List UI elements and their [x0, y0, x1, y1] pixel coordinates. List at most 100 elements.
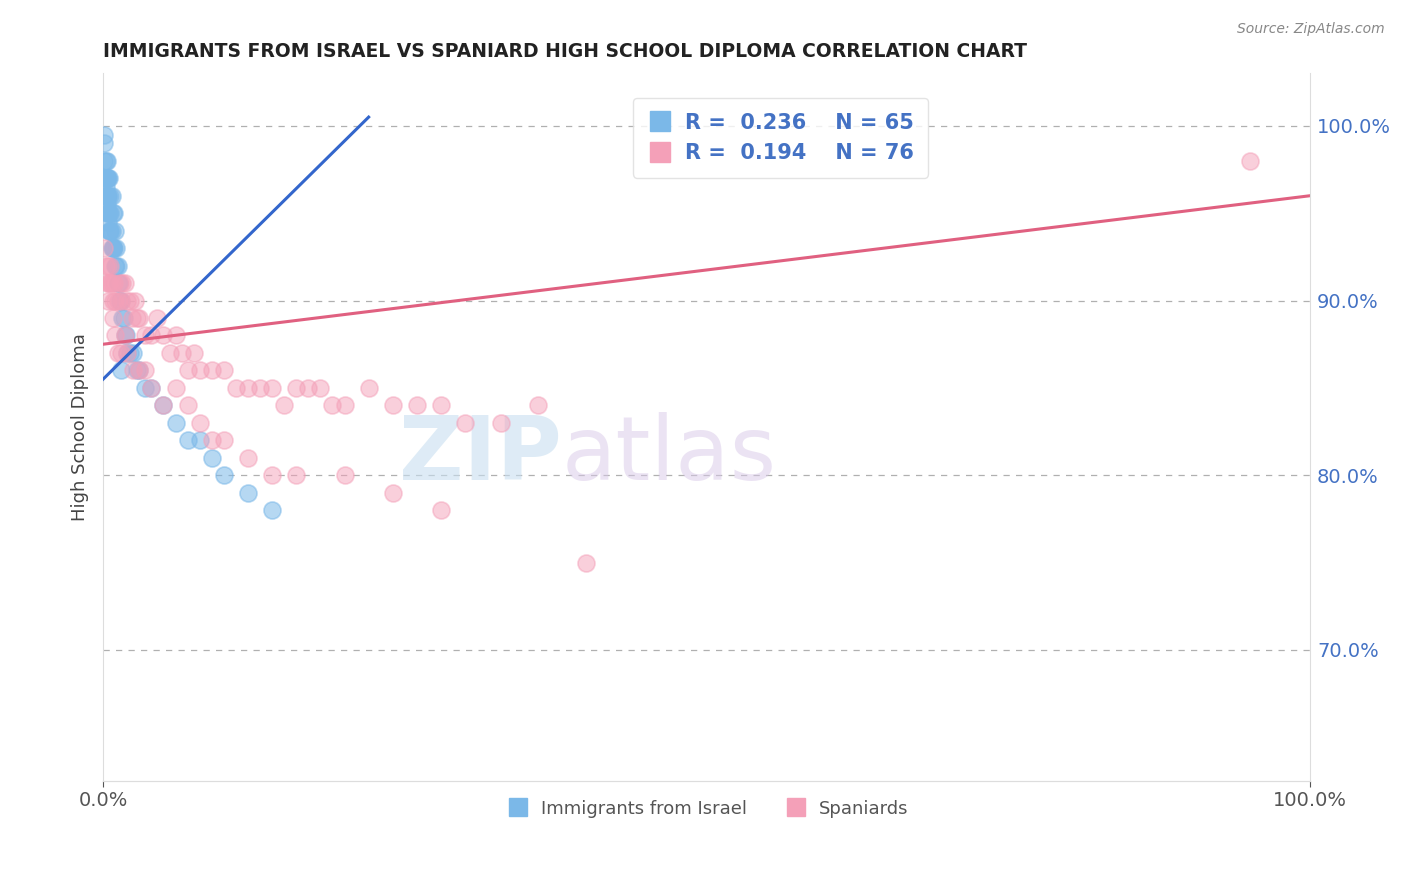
Point	[98, 224, 121, 238]
Point	[188, 434, 211, 448]
Point	[125, 311, 148, 326]
Point	[103, 276, 125, 290]
Point	[141, 381, 163, 395]
Point	[1239, 153, 1261, 168]
Point	[111, 276, 134, 290]
Point	[170, 346, 193, 360]
Point	[93, 136, 115, 151]
Point	[97, 293, 120, 308]
Point	[188, 363, 211, 377]
Point	[285, 381, 308, 395]
Point	[94, 171, 117, 186]
Point	[249, 381, 271, 395]
Point	[97, 206, 120, 220]
Point	[108, 276, 131, 290]
Point	[285, 468, 308, 483]
Point	[100, 188, 122, 202]
Point	[201, 363, 224, 377]
Point	[112, 311, 135, 326]
Point	[159, 346, 181, 360]
Point	[526, 398, 548, 412]
Point	[262, 468, 284, 483]
Point	[152, 328, 174, 343]
Point	[98, 188, 121, 202]
Point	[101, 206, 124, 220]
Point	[98, 206, 121, 220]
Point	[100, 241, 122, 255]
Point	[141, 381, 163, 395]
Point	[110, 346, 132, 360]
Point	[491, 416, 513, 430]
Point	[107, 276, 129, 290]
Point	[125, 363, 148, 377]
Point	[236, 485, 259, 500]
Text: Source: ZipAtlas.com: Source: ZipAtlas.com	[1237, 22, 1385, 37]
Point	[176, 398, 198, 412]
Point	[101, 293, 124, 308]
Point	[108, 276, 131, 290]
Point	[381, 398, 404, 412]
Point	[165, 416, 187, 430]
Point	[100, 276, 122, 290]
Point	[100, 224, 122, 238]
Point	[333, 468, 356, 483]
Point	[93, 188, 115, 202]
Point	[97, 215, 120, 229]
Text: ZIP: ZIP	[399, 412, 562, 499]
Point	[165, 381, 187, 395]
Point	[152, 398, 174, 412]
Point	[94, 153, 117, 168]
Point	[141, 328, 163, 343]
Point	[273, 398, 295, 412]
Y-axis label: High School Diploma: High School Diploma	[72, 334, 89, 521]
Point	[212, 363, 235, 377]
Point	[188, 416, 211, 430]
Point	[201, 450, 224, 465]
Point	[115, 328, 138, 343]
Point	[101, 241, 124, 255]
Point	[98, 171, 121, 186]
Point	[165, 328, 187, 343]
Point	[103, 206, 125, 220]
Point	[96, 206, 118, 220]
Point	[98, 276, 121, 290]
Point	[98, 259, 121, 273]
Point	[309, 381, 332, 395]
Point	[104, 224, 127, 238]
Point	[146, 311, 169, 326]
Point	[98, 206, 121, 220]
Point	[94, 259, 117, 273]
Point	[124, 293, 146, 308]
Point	[97, 188, 120, 202]
Point	[98, 224, 121, 238]
Point	[108, 293, 131, 308]
Point	[93, 128, 115, 142]
Point	[94, 171, 117, 186]
Point	[96, 276, 118, 290]
Point	[101, 241, 124, 255]
Point	[110, 363, 132, 377]
Point	[118, 293, 141, 308]
Point	[107, 346, 129, 360]
Point	[104, 293, 127, 308]
Point	[454, 416, 477, 430]
Point	[114, 328, 136, 343]
Point	[104, 259, 127, 273]
Point	[110, 293, 132, 308]
Point	[118, 346, 141, 360]
Point	[430, 503, 453, 517]
Point	[430, 398, 453, 412]
Point	[96, 171, 118, 186]
Point	[97, 188, 120, 202]
Point	[98, 276, 121, 290]
Point	[128, 363, 150, 377]
Point	[94, 180, 117, 194]
Point	[117, 346, 139, 360]
Point	[117, 293, 139, 308]
Point	[117, 346, 139, 360]
Point	[128, 363, 150, 377]
Point	[94, 188, 117, 202]
Point	[96, 153, 118, 168]
Point	[183, 346, 205, 360]
Point	[575, 556, 598, 570]
